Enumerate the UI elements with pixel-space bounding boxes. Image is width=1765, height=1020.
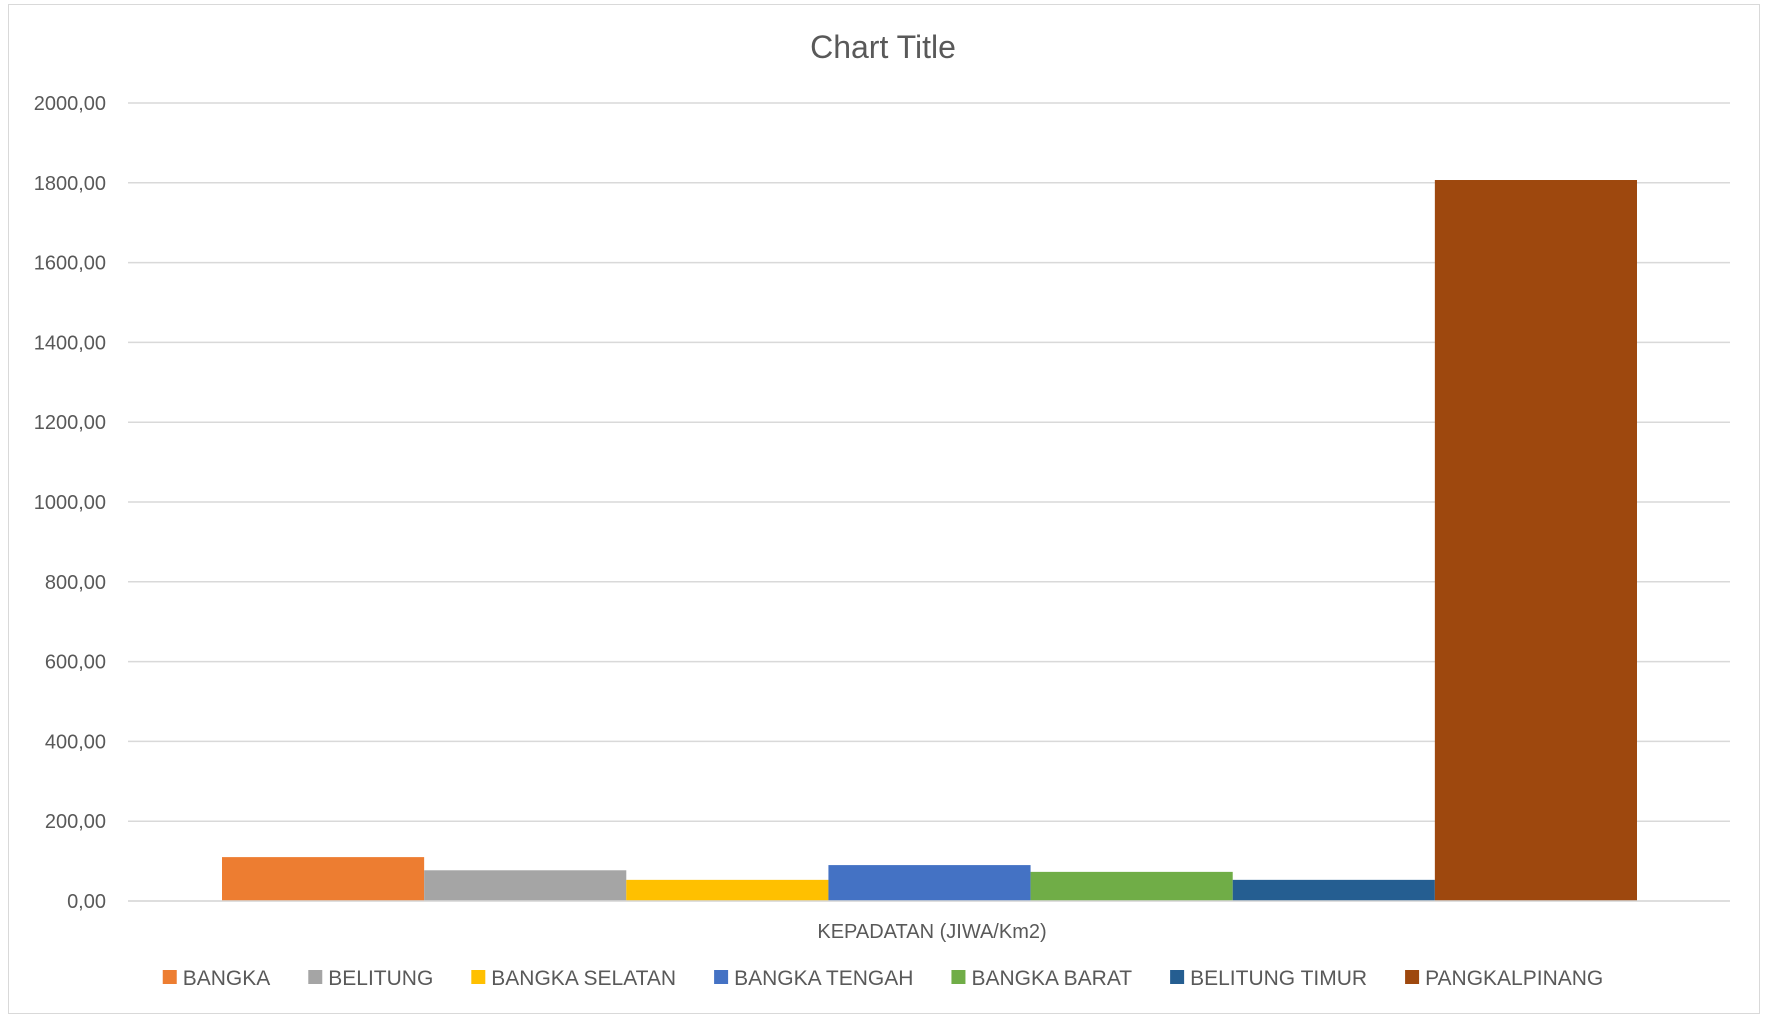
y-tick-label: 1600,00 [34,253,106,275]
bar [626,879,829,901]
y-tick-label: 400,00 [45,731,106,753]
y-tick-label: 200,00 [45,811,106,833]
y-axis-ticks: 0,00 200,00 400,00 600,00 800,00 1000,00 1200,… [34,93,106,913]
legend-swatch [162,970,177,984]
legend-item: BANGKA TENGAH [714,967,913,990]
legend-label: BELITUNG [328,967,433,990]
bar [1030,871,1233,901]
legend-swatch [308,970,323,984]
legend-label: PANGKALPINANG [1425,967,1603,990]
legend-label: BANGKA TENGAH [734,967,913,990]
bar [424,870,627,901]
bar [1232,879,1435,901]
bar [1434,180,1637,901]
bars [222,180,1637,901]
legend-label: BANGKA [183,967,271,990]
y-tick-label: 1800,00 [34,173,106,195]
legend-swatch [951,970,966,984]
legend-item: BANGKA BARAT [951,967,1132,990]
y-tick-label: 1400,00 [34,332,106,354]
y-tick-label: 800,00 [45,572,106,594]
legend-item: BELITUNG TIMUR [1170,967,1367,990]
legend-swatch [1405,970,1420,984]
legend-item: BANGKA SELATAN [471,967,676,990]
legend: BANGKA BELITUNG BANGKA SELATAN BANGKA TENGA… [162,967,1603,990]
y-tick-label: 1200,00 [34,412,106,434]
legend-swatch [471,970,486,984]
y-tick-label: 600,00 [45,652,106,674]
y-tick-label: 2000,00 [34,93,106,115]
legend-swatch [714,970,729,984]
bar [222,857,425,901]
legend-label: BANGKA BARAT [971,967,1132,990]
legend-swatch [1170,970,1185,984]
legend-item: PANGKALPINANG [1405,967,1603,990]
chart-title: Chart Title [810,29,956,65]
x-category-label: KEPADATAN (JIWA/Km2) [817,921,1046,943]
legend-item: BANGKA [162,967,271,990]
bar [828,865,1031,901]
legend-label: BANGKA SELATAN [491,967,676,990]
y-tick-label: 0,00 [67,891,106,913]
legend-item: BELITUNG [308,967,433,990]
legend-label: BELITUNG TIMUR [1190,967,1367,990]
y-tick-label: 1000,00 [34,492,106,514]
